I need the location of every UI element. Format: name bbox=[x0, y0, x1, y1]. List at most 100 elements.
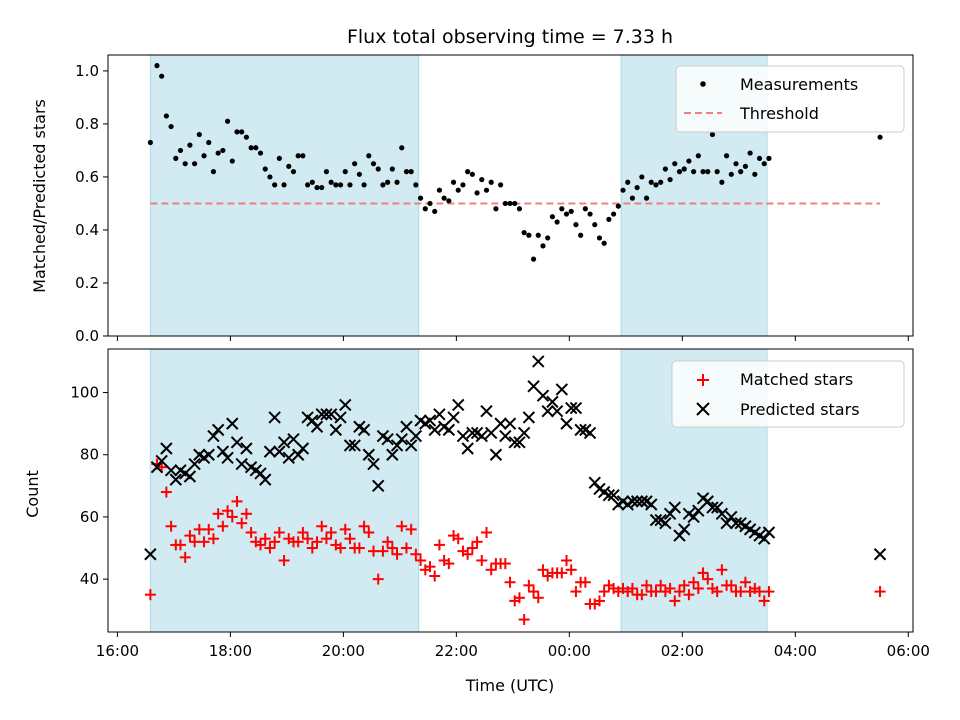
measurement-point bbox=[403, 169, 410, 175]
predicted-point bbox=[475, 429, 488, 443]
matched-point bbox=[716, 564, 728, 576]
predicted-point bbox=[164, 464, 178, 477]
measurement-point bbox=[606, 216, 612, 222]
predicted-point bbox=[310, 420, 324, 433]
measurement-point bbox=[243, 134, 250, 140]
predicted-point bbox=[291, 448, 305, 461]
predicted-point bbox=[240, 442, 253, 455]
matched-point bbox=[245, 526, 257, 538]
measurement-point bbox=[450, 179, 457, 185]
predicted-point bbox=[522, 411, 536, 424]
measurement-point bbox=[210, 169, 217, 175]
predicted-point bbox=[390, 439, 404, 452]
measurement-point bbox=[554, 219, 560, 225]
y-axis: 40 60 80 100 bbox=[70, 384, 108, 588]
measurement-point bbox=[229, 158, 235, 164]
predicted-point bbox=[404, 439, 418, 452]
matched-point bbox=[424, 561, 436, 573]
matched-point bbox=[523, 579, 535, 591]
predicted-point bbox=[574, 423, 587, 437]
y-tick-label: 100 bbox=[70, 384, 99, 402]
predicted-point bbox=[635, 495, 649, 508]
legend-measurements-marker bbox=[700, 81, 706, 87]
matched-point bbox=[193, 523, 205, 535]
matched-point bbox=[198, 536, 210, 548]
predicted-point bbox=[583, 426, 597, 440]
measurement-point bbox=[436, 187, 443, 193]
top-panel: 0.0 0.2 0.4 0.6 0.8 1.0 Flux total observing … bbox=[30, 26, 914, 345]
matched-point bbox=[259, 533, 271, 545]
matched-point bbox=[725, 579, 737, 591]
predicted-point bbox=[188, 457, 201, 471]
matched-point bbox=[189, 536, 201, 548]
predicted-point bbox=[565, 401, 578, 415]
measurement-point bbox=[615, 203, 621, 209]
predicted-point bbox=[381, 432, 394, 446]
measurement-point bbox=[766, 155, 772, 161]
matched-point bbox=[480, 526, 492, 538]
matched-point bbox=[396, 520, 408, 532]
predicted-point bbox=[678, 523, 691, 536]
measurement-point bbox=[314, 184, 320, 191]
measurement-point bbox=[333, 182, 339, 188]
x-axis: 16:00 18:00 20:00 22:00 00:00 02:00 04:00 06:00 bbox=[96, 632, 930, 660]
measurement-point bbox=[215, 150, 221, 156]
measurement-point bbox=[573, 222, 579, 228]
y-axis: 0.0 0.2 0.4 0.6 0.8 1.0 bbox=[75, 62, 108, 345]
measurement-point bbox=[220, 147, 226, 154]
matched-point bbox=[528, 586, 540, 598]
measurement-point bbox=[479, 176, 485, 183]
measurement-point bbox=[342, 169, 348, 175]
predicted-point bbox=[339, 398, 352, 412]
measurement-point bbox=[709, 131, 716, 138]
matched-point bbox=[518, 614, 530, 626]
measurement-point bbox=[493, 206, 499, 212]
matched-point bbox=[579, 576, 591, 588]
matched-point bbox=[377, 545, 389, 557]
matched-point bbox=[386, 542, 398, 554]
matched-point bbox=[499, 558, 511, 570]
matched-point bbox=[217, 520, 229, 532]
measurement-point bbox=[625, 179, 631, 185]
measurement-point bbox=[323, 169, 330, 175]
measurement-point bbox=[168, 123, 174, 130]
matched-point bbox=[874, 586, 886, 598]
measurement-point bbox=[582, 206, 588, 212]
measurement-point bbox=[568, 208, 574, 215]
predicted-point bbox=[461, 442, 474, 455]
measurement-point bbox=[253, 145, 259, 151]
measurement-point bbox=[747, 150, 753, 156]
matched-point bbox=[471, 536, 483, 548]
matched-point bbox=[669, 595, 681, 607]
matched-point bbox=[368, 545, 380, 557]
measurement-point bbox=[535, 232, 541, 238]
predicted-point bbox=[645, 498, 658, 511]
measurement-point bbox=[672, 161, 678, 167]
measurement-point bbox=[239, 129, 245, 135]
measurement-point bbox=[648, 179, 654, 185]
matched-point bbox=[400, 542, 412, 554]
predicted-point bbox=[513, 436, 526, 449]
matched-point bbox=[255, 539, 267, 551]
predicted-point bbox=[536, 389, 550, 402]
measurement-point bbox=[182, 161, 188, 167]
measurement-point bbox=[262, 166, 268, 172]
measurement-point bbox=[361, 182, 367, 188]
measurement-point bbox=[488, 179, 494, 185]
predicted-point bbox=[329, 423, 343, 437]
matched-point bbox=[144, 589, 156, 601]
matched-point bbox=[556, 567, 568, 579]
predicted-point bbox=[226, 417, 239, 430]
matched-point bbox=[763, 586, 775, 598]
predicted-point bbox=[343, 439, 357, 452]
measurement-point bbox=[375, 166, 381, 172]
axes-frame bbox=[107, 54, 914, 337]
measurement-point bbox=[300, 153, 306, 159]
measurement-point bbox=[366, 153, 372, 159]
measurement-point bbox=[516, 206, 523, 212]
measurement-point bbox=[356, 171, 362, 177]
matched-point bbox=[626, 582, 638, 594]
measurement-point bbox=[159, 73, 165, 79]
measurement-point bbox=[578, 232, 584, 238]
measurement-point bbox=[337, 182, 344, 188]
